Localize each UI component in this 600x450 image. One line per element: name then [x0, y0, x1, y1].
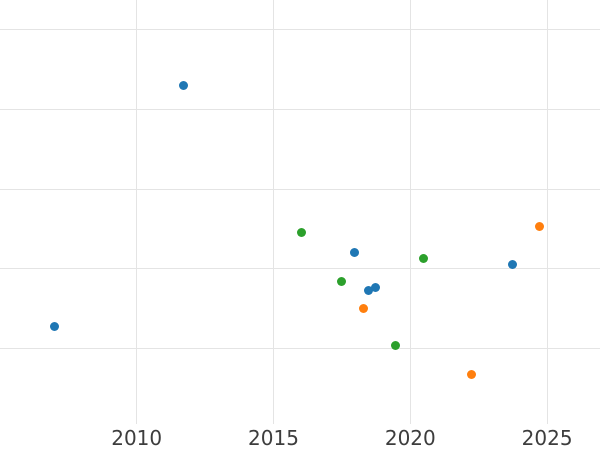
x-tick-label: 2010	[111, 426, 163, 450]
data-point-blue	[363, 285, 373, 295]
vertical-gridline	[136, 0, 138, 424]
data-point-blue	[371, 283, 381, 293]
x-tick-label: 2015	[248, 426, 299, 450]
data-point-orange	[535, 222, 545, 231]
x-tick-label: 2025	[521, 426, 573, 450]
horizontal-gridline	[0, 28, 600, 30]
vertical-gridline	[409, 0, 411, 424]
data-point-green	[391, 341, 401, 350]
data-point-green	[418, 253, 428, 263]
horizontal-gridline	[0, 267, 600, 269]
data-point-orange	[359, 303, 369, 313]
data-point-blue	[507, 259, 517, 269]
vertical-gridline	[546, 0, 548, 424]
data-point-blue	[179, 81, 189, 90]
vertical-gridline	[273, 0, 274, 424]
horizontal-gridline	[0, 108, 600, 110]
data-point-green	[296, 227, 306, 237]
data-point-blue	[349, 247, 359, 257]
data-point-green	[336, 277, 346, 287]
data-point-blue	[50, 321, 60, 331]
data-point-orange	[466, 370, 476, 379]
horizontal-gridline	[0, 347, 600, 349]
x-tick-label: 2020	[384, 426, 436, 450]
horizontal-gridline	[0, 188, 600, 190]
